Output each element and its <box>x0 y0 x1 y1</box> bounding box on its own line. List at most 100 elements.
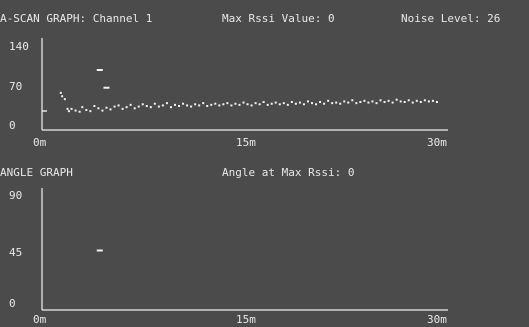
ascan-point <box>182 102 185 105</box>
ascan-point <box>153 102 156 105</box>
ascan-marker <box>96 69 103 71</box>
ascan-point <box>137 105 140 108</box>
angle-point <box>96 249 103 252</box>
ascan-point <box>234 102 237 105</box>
ascan-point <box>121 107 124 110</box>
ascan-point <box>105 106 108 109</box>
ascan-point <box>423 99 426 102</box>
ascan-point <box>66 107 69 110</box>
ascan-point <box>226 102 229 105</box>
angle-title: ANGLE GRAPH <box>0 166 73 179</box>
angle-y-tick-mid: 45 <box>9 246 23 259</box>
ascan-point <box>262 101 265 103</box>
ascan-point <box>74 109 77 112</box>
ascan-point <box>375 102 378 105</box>
ascan-point <box>113 105 116 108</box>
ascan-point <box>266 103 269 106</box>
ascan-point <box>218 104 221 107</box>
ascan-point <box>190 105 193 108</box>
ascan-point <box>246 103 249 106</box>
ascan-point <box>343 100 346 103</box>
ascan-point <box>206 105 209 107</box>
angle-x-tick-mid: 15m <box>236 313 256 326</box>
ascan-point <box>222 103 225 106</box>
ascan-point <box>319 101 322 103</box>
angle-data-points <box>96 249 103 252</box>
ascan-point <box>427 100 430 103</box>
ascan-point <box>379 99 382 102</box>
ascan-point <box>407 99 410 102</box>
ascan-point <box>419 101 422 103</box>
ascan-point <box>403 101 406 103</box>
ascan-point <box>327 99 330 102</box>
ascan-point <box>387 99 390 102</box>
ascan-point <box>93 105 96 107</box>
ascan-point <box>399 100 402 103</box>
ascan-point <box>230 104 233 107</box>
ascan-point <box>59 91 62 94</box>
angle-y-tick-zero: 0 <box>9 297 16 310</box>
ascan-point <box>145 105 148 107</box>
ascan-point <box>278 103 281 106</box>
ascan-point <box>359 101 362 103</box>
ascan-title: A-SCAN GRAPH: Channel 1 <box>0 12 153 25</box>
max-rssi-label: Max Rssi Value: 0 <box>222 12 335 25</box>
ascan-point <box>117 104 120 107</box>
ascan-point <box>347 101 350 104</box>
ascan-point <box>85 109 88 111</box>
ascan-point <box>254 102 257 105</box>
ascan-point <box>355 102 358 105</box>
ascan-point <box>282 102 285 105</box>
ascan-point <box>371 100 374 103</box>
ascan-point <box>431 99 434 102</box>
ascan-point <box>89 110 92 113</box>
ascan-point <box>415 99 418 102</box>
ascan-point <box>141 103 144 106</box>
ascan-point <box>178 105 181 107</box>
ascan-point <box>391 101 394 104</box>
noise-level-label: Noise Level: 26 <box>401 12 501 25</box>
angle-x-tick-start: 0m <box>33 313 47 326</box>
ascan-point <box>270 102 273 105</box>
ascan-point <box>435 101 438 103</box>
angle-y-tick-max: 90 <box>9 189 23 202</box>
angle-at-max-rssi-label: Angle at Max Rssi: 0 <box>222 166 355 179</box>
ascan-point <box>250 104 253 107</box>
ascan-point <box>242 101 245 104</box>
ascan-point <box>286 103 289 106</box>
ascan-x-tick-end: 30m <box>427 136 447 149</box>
ascan-point <box>70 107 73 110</box>
ascan-point <box>411 101 414 104</box>
ascan-point <box>302 103 305 106</box>
ascan-point <box>367 101 370 104</box>
ascan-point <box>214 102 217 105</box>
ascan-point <box>311 102 314 105</box>
ascan-point <box>290 101 293 103</box>
ascan-point <box>306 100 309 103</box>
ascan-x-tick-mid: 15m <box>236 136 256 149</box>
ascan-y-tick-mid: 70 <box>9 80 23 93</box>
ascan-point <box>395 98 398 101</box>
ascan-point <box>339 102 342 105</box>
ascan-point <box>331 102 334 105</box>
ascan-point <box>97 107 100 110</box>
ascan-point <box>351 99 354 102</box>
ascan-point <box>323 102 326 105</box>
ascan-point <box>149 106 152 109</box>
ascan-point <box>294 102 297 105</box>
ascan-point <box>109 108 112 111</box>
ascan-point <box>157 105 160 108</box>
ascan-point <box>125 106 128 109</box>
ascan-point <box>258 103 261 106</box>
ascan-point <box>210 103 213 106</box>
ascan-x-tick-start: 0m <box>33 136 47 149</box>
ascan-point <box>238 103 241 106</box>
ascan-point <box>169 106 172 109</box>
ascan-point <box>298 101 301 104</box>
ascan-point <box>315 103 318 106</box>
ascan-point <box>202 102 205 105</box>
ascan-point <box>78 110 81 113</box>
ascan-point <box>101 109 104 112</box>
